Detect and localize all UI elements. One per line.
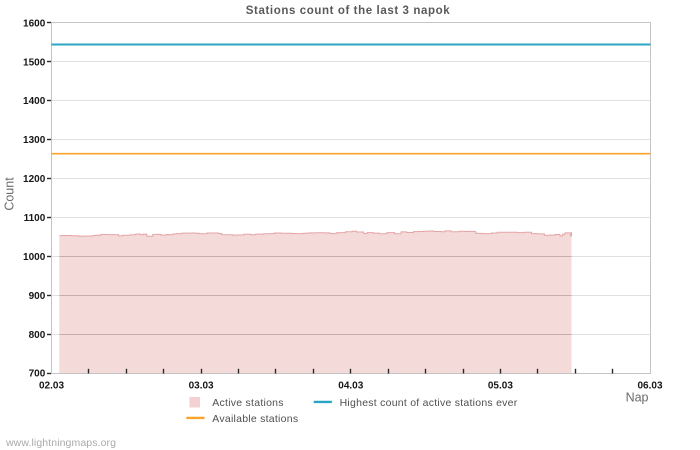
svg-text:Highest count of active statio: Highest count of active stations ever — [340, 397, 518, 409]
svg-text:800: 800 — [29, 330, 46, 341]
svg-text:1100: 1100 — [24, 213, 46, 224]
svg-text:700: 700 — [29, 369, 46, 380]
svg-text:www.lightningmaps.org: www.lightningmaps.org — [5, 437, 116, 449]
svg-text:02.03: 02.03 — [39, 380, 64, 391]
svg-text:1000: 1000 — [23, 252, 46, 263]
svg-text:1400: 1400 — [23, 96, 46, 107]
svg-text:06.03: 06.03 — [637, 380, 662, 391]
svg-text:05.03: 05.03 — [488, 380, 513, 391]
svg-text:900: 900 — [29, 291, 46, 302]
svg-text:1600: 1600 — [23, 18, 46, 29]
svg-text:03.03: 03.03 — [189, 380, 214, 391]
svg-text:Count: Count — [3, 177, 17, 211]
svg-text:1200: 1200 — [23, 174, 46, 185]
svg-text:04.03: 04.03 — [338, 380, 363, 391]
svg-text:Active stations: Active stations — [212, 397, 283, 409]
svg-text:Nap: Nap — [626, 391, 649, 405]
svg-text:Available stations: Available stations — [212, 413, 298, 425]
svg-text:1500: 1500 — [23, 57, 46, 68]
svg-text:Stations count of the last 3 n: Stations count of the last 3 napok — [246, 5, 450, 17]
svg-text:1300: 1300 — [23, 135, 46, 146]
